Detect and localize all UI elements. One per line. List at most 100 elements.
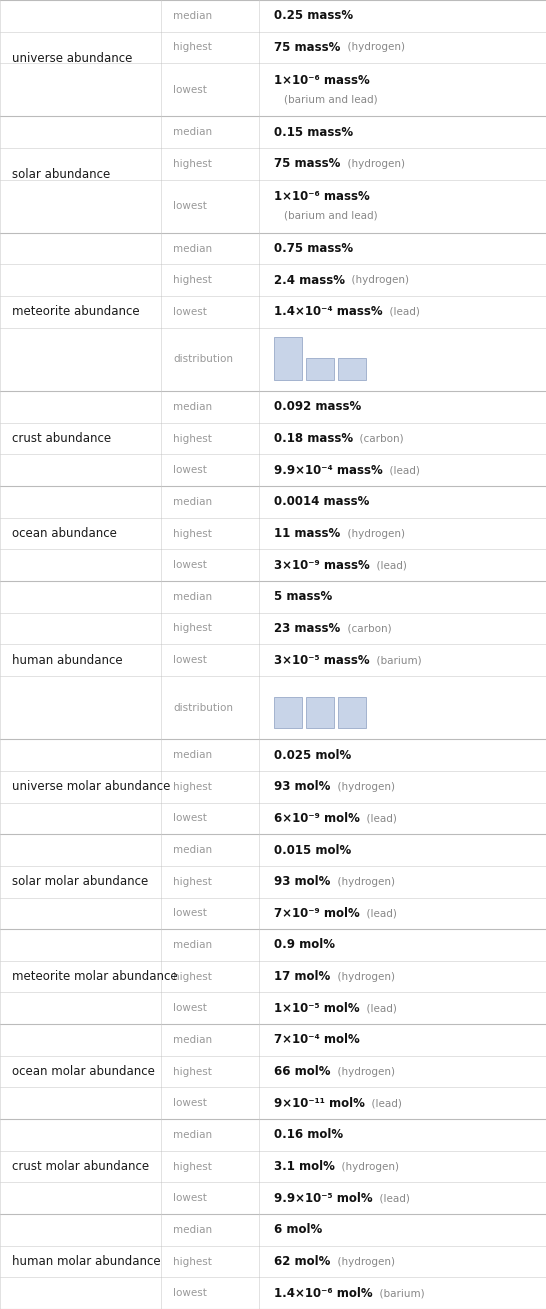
Text: (barium and lead): (barium and lead) — [284, 211, 378, 221]
Text: 3×10⁻⁵ mass%: 3×10⁻⁵ mass% — [274, 653, 370, 666]
Text: 5 mass%: 5 mass% — [274, 590, 333, 603]
Text: (carbon): (carbon) — [353, 433, 404, 444]
Text: 6×10⁻⁹ mol%: 6×10⁻⁹ mol% — [274, 812, 360, 825]
Text: 1×10⁻⁶ mass%: 1×10⁻⁶ mass% — [274, 73, 370, 86]
Text: median: median — [173, 1225, 212, 1234]
Bar — [274, 336, 302, 380]
Text: (lead): (lead) — [360, 1003, 397, 1013]
Text: (barium): (barium) — [373, 1288, 425, 1299]
Text: highest: highest — [173, 1161, 212, 1172]
Text: lowest: lowest — [173, 560, 207, 571]
Text: 0.0014 mass%: 0.0014 mass% — [274, 495, 370, 508]
Text: lowest: lowest — [173, 202, 207, 211]
Text: median: median — [173, 846, 212, 855]
Text: (hydrogen): (hydrogen) — [331, 1257, 395, 1267]
Text: 0.75 mass%: 0.75 mass% — [274, 242, 353, 255]
Text: universe abundance: universe abundance — [12, 51, 132, 64]
Text: 7×10⁻⁴ mol%: 7×10⁻⁴ mol% — [274, 1033, 360, 1046]
Bar — [339, 696, 366, 728]
Text: (hydrogen): (hydrogen) — [341, 42, 405, 52]
Text: 3×10⁻⁹ mass%: 3×10⁻⁹ mass% — [274, 559, 370, 572]
Text: crust molar abundance: crust molar abundance — [12, 1160, 149, 1173]
Text: median: median — [173, 1035, 212, 1045]
Text: 0.025 mol%: 0.025 mol% — [274, 749, 352, 762]
Text: 3.1 mol%: 3.1 mol% — [274, 1160, 335, 1173]
Text: highest: highest — [173, 433, 212, 444]
Text: (carbon): (carbon) — [341, 623, 391, 634]
Text: lowest: lowest — [173, 1003, 207, 1013]
Text: highest: highest — [173, 877, 212, 886]
Text: human abundance: human abundance — [12, 653, 123, 666]
Text: 75 mass%: 75 mass% — [274, 41, 341, 54]
Text: meteorite molar abundance: meteorite molar abundance — [12, 970, 177, 983]
Text: 75 mass%: 75 mass% — [274, 157, 341, 170]
Text: median: median — [173, 750, 212, 761]
Text: lowest: lowest — [173, 1098, 207, 1109]
Text: 6 mol%: 6 mol% — [274, 1224, 323, 1237]
Text: 17 mol%: 17 mol% — [274, 970, 330, 983]
Text: crust abundance: crust abundance — [12, 432, 111, 445]
Text: distribution: distribution — [173, 703, 233, 712]
Text: (lead): (lead) — [360, 813, 397, 823]
Bar — [306, 359, 334, 380]
Text: human molar abundance: human molar abundance — [12, 1255, 161, 1268]
Text: (lead): (lead) — [373, 1194, 410, 1203]
Text: (lead): (lead) — [370, 560, 407, 571]
Text: 1×10⁻⁵ mol%: 1×10⁻⁵ mol% — [274, 1001, 360, 1014]
Text: lowest: lowest — [173, 654, 207, 665]
Text: (hydrogen): (hydrogen) — [330, 971, 395, 982]
Text: (barium): (barium) — [370, 654, 422, 665]
Text: 2.4 mass%: 2.4 mass% — [274, 274, 346, 287]
Text: (hydrogen): (hydrogen) — [335, 1161, 399, 1172]
Text: highest: highest — [173, 623, 212, 634]
Text: lowest: lowest — [173, 85, 207, 94]
Text: 0.15 mass%: 0.15 mass% — [274, 126, 353, 139]
Text: 9×10⁻¹¹ mol%: 9×10⁻¹¹ mol% — [274, 1097, 365, 1110]
Text: median: median — [173, 940, 212, 950]
Text: highest: highest — [173, 529, 212, 538]
Bar — [339, 359, 366, 380]
Text: 66 mol%: 66 mol% — [274, 1066, 331, 1079]
Text: 0.25 mass%: 0.25 mass% — [274, 9, 353, 22]
Text: highest: highest — [173, 781, 212, 792]
Text: median: median — [173, 243, 212, 254]
Text: median: median — [173, 592, 212, 602]
Text: median: median — [173, 402, 212, 412]
Text: meteorite abundance: meteorite abundance — [12, 305, 140, 318]
Text: 0.16 mol%: 0.16 mol% — [274, 1128, 343, 1141]
Text: solar abundance: solar abundance — [12, 168, 110, 181]
Text: highest: highest — [173, 1257, 212, 1267]
Text: highest: highest — [173, 275, 212, 285]
Text: lowest: lowest — [173, 465, 207, 475]
Bar — [274, 696, 302, 728]
Text: 0.092 mass%: 0.092 mass% — [274, 401, 361, 414]
Text: lowest: lowest — [173, 813, 207, 823]
Text: 0.9 mol%: 0.9 mol% — [274, 939, 335, 952]
Text: 62 mol%: 62 mol% — [274, 1255, 331, 1268]
Text: (lead): (lead) — [383, 306, 420, 317]
Bar — [306, 696, 334, 728]
Text: lowest: lowest — [173, 908, 207, 919]
Text: 1×10⁻⁶ mass%: 1×10⁻⁶ mass% — [274, 190, 370, 203]
Text: (lead): (lead) — [360, 908, 397, 919]
Text: median: median — [173, 127, 212, 137]
Text: (lead): (lead) — [365, 1098, 402, 1109]
Text: solar molar abundance: solar molar abundance — [12, 876, 149, 889]
Text: 9.9×10⁻⁴ mass%: 9.9×10⁻⁴ mass% — [274, 463, 383, 476]
Text: 1.4×10⁻⁶ mol%: 1.4×10⁻⁶ mol% — [274, 1287, 373, 1300]
Text: (hydrogen): (hydrogen) — [346, 275, 410, 285]
Text: lowest: lowest — [173, 1194, 207, 1203]
Text: highest: highest — [173, 1067, 212, 1076]
Text: ocean abundance: ocean abundance — [12, 528, 117, 541]
Text: highest: highest — [173, 971, 212, 982]
Text: (barium and lead): (barium and lead) — [284, 94, 378, 105]
Text: 23 mass%: 23 mass% — [274, 622, 341, 635]
Text: (hydrogen): (hydrogen) — [341, 158, 405, 169]
Text: median: median — [173, 10, 212, 21]
Text: 0.18 mass%: 0.18 mass% — [274, 432, 353, 445]
Text: (hydrogen): (hydrogen) — [331, 877, 395, 886]
Text: median: median — [173, 497, 212, 507]
Text: 93 mol%: 93 mol% — [274, 876, 331, 889]
Text: lowest: lowest — [173, 306, 207, 317]
Text: 7×10⁻⁹ mol%: 7×10⁻⁹ mol% — [274, 907, 360, 920]
